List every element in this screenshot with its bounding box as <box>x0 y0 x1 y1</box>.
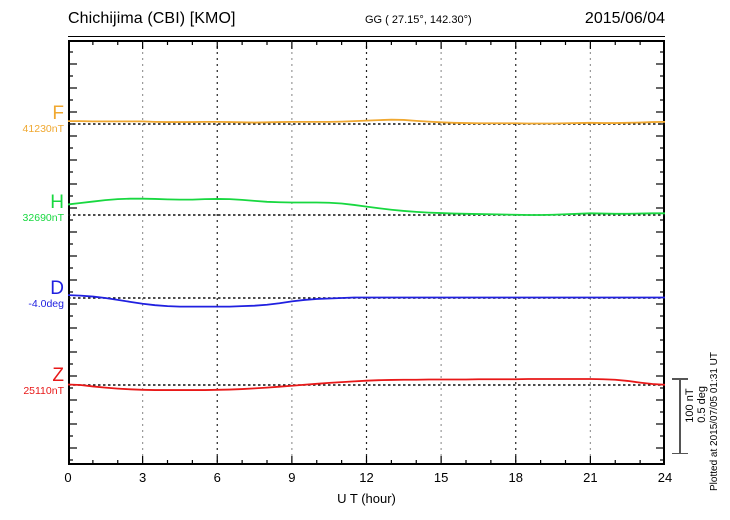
x-tick-label: 9 <box>288 470 296 485</box>
x-axis-title: U T (hour) <box>337 491 396 506</box>
x-tick-label: 24 <box>657 470 673 485</box>
component-baseline-h: 32690nT <box>22 212 64 224</box>
component-label-d: D -4.0deg <box>2 279 64 311</box>
x-tick-label: 3 <box>139 470 147 485</box>
component-letter-z: Z <box>52 365 64 386</box>
x-tick-label: 18 <box>508 470 523 485</box>
x-tick-label: 0 <box>64 470 72 485</box>
trace-z <box>68 378 665 391</box>
component-label-h: H 32690nT <box>2 193 64 225</box>
component-baseline-z: 25110nT <box>23 385 64 397</box>
plotted-at-stamp: Plotted at 2015/07/05 01:31 UT <box>709 352 720 491</box>
component-letter-h: H <box>50 192 64 213</box>
component-letter-f: F <box>52 103 64 124</box>
scale-bar-label: 100 nT 0.5 deg <box>684 386 708 423</box>
magnetogram-plot <box>68 40 665 465</box>
x-tick-label: 6 <box>213 470 221 485</box>
x-tick-label: 21 <box>583 470 598 485</box>
x-tick-label: 15 <box>433 470 449 485</box>
x-tick-label: 12 <box>359 470 374 485</box>
component-baseline-f: 41230nT <box>22 123 64 135</box>
page-title: Chichijima (CBI) [KMO] <box>68 10 236 27</box>
scale-bar-stem <box>679 378 681 454</box>
chart-header: Chichijima (CBI) [KMO] GG ( 27.15°, 142.… <box>68 10 665 37</box>
geographic-coordinates: GG ( 27.15°, 142.30°) <box>365 14 472 26</box>
trace-f <box>68 118 665 125</box>
data-traces <box>68 118 665 391</box>
scale-bar <box>672 378 688 454</box>
scale-bar-label-nt: 100 nT <box>684 388 696 423</box>
component-baseline-d: -4.0deg <box>28 298 64 310</box>
trace-d <box>68 294 665 308</box>
observation-date: 2015/06/04 <box>584 10 665 27</box>
gridlines-vertical <box>142 40 591 465</box>
header-divider <box>68 36 665 37</box>
component-label-z: Z 25110nT <box>2 366 64 398</box>
scale-bar-cap-bottom <box>672 452 688 454</box>
component-letter-d: D <box>50 278 64 299</box>
baseline-dotted-lines <box>68 123 665 386</box>
component-label-f: F 41230nT <box>2 104 64 136</box>
scale-bar-label-deg: 0.5 deg <box>696 386 708 423</box>
axis-ticks <box>68 40 665 465</box>
trace-h <box>68 197 665 216</box>
